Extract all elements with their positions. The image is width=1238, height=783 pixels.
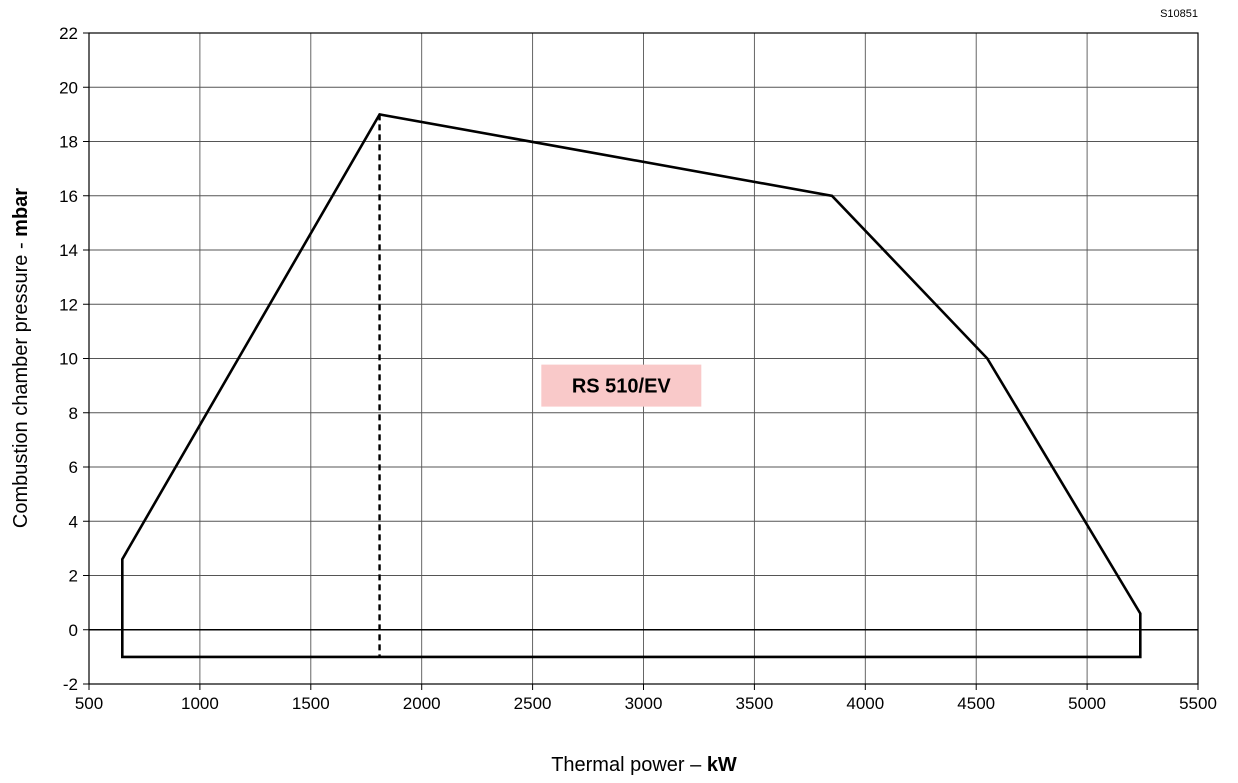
working-field-outline xyxy=(121,112,1142,659)
drawing-code: S10851 xyxy=(1160,8,1198,20)
y-tick-label: 4 xyxy=(69,512,78,531)
x-tick-label: 5500 xyxy=(1179,694,1217,713)
x-tick-label: 4000 xyxy=(846,694,884,713)
model-label-box xyxy=(541,364,702,407)
x-tick-label: 500 xyxy=(75,694,103,713)
x-tick-label: 1500 xyxy=(292,694,330,713)
y-tick-label: 20 xyxy=(59,78,78,97)
y-tick-label: 18 xyxy=(59,133,78,152)
x-axis-title: Thermal power – kW xyxy=(551,754,737,776)
y-axis-title: Combustion chamber pressure - mbar xyxy=(10,188,32,528)
y-tick-label: 16 xyxy=(59,187,78,206)
x-tick-label: 3000 xyxy=(625,694,663,713)
x-tick-label: 2000 xyxy=(403,694,441,713)
tick-marks xyxy=(83,32,1199,690)
y-tick-labels: -2 0 2 4 6 8 10 12 14 16 18 20 22 xyxy=(59,24,78,694)
y-tick-label: 14 xyxy=(59,241,78,260)
y-tick-label: 12 xyxy=(59,295,78,314)
y-tick-label: -2 xyxy=(63,675,78,694)
y-tick-label: 6 xyxy=(69,458,78,477)
x-tick-labels: 500 1000 1500 2000 2500 3000 3500 4000 4500 5000 5… xyxy=(75,694,1217,713)
x-axis-title-text: Thermal power – xyxy=(551,754,707,776)
grid xyxy=(88,32,1199,685)
y-tick-label: 10 xyxy=(59,350,78,369)
x-axis-title-unit: kW xyxy=(707,754,737,776)
x-tick-label: 4500 xyxy=(957,694,995,713)
y-tick-label: 2 xyxy=(69,567,78,586)
x-tick-label: 5000 xyxy=(1068,694,1106,713)
series: RS 510/EV xyxy=(121,112,1142,659)
x-tick-label: 2500 xyxy=(514,694,552,713)
model-label: RS 510/EV xyxy=(572,376,672,398)
y-axis-title-unit: mbar xyxy=(10,188,32,237)
y-axis-title-text: Combustion chamber pressure - xyxy=(10,237,32,528)
x-tick-label: 1000 xyxy=(181,694,219,713)
y-tick-label: 0 xyxy=(69,621,78,640)
x-tick-label: 3500 xyxy=(735,694,773,713)
y-tick-label: 22 xyxy=(59,24,78,43)
y-tick-label: 8 xyxy=(69,404,78,423)
